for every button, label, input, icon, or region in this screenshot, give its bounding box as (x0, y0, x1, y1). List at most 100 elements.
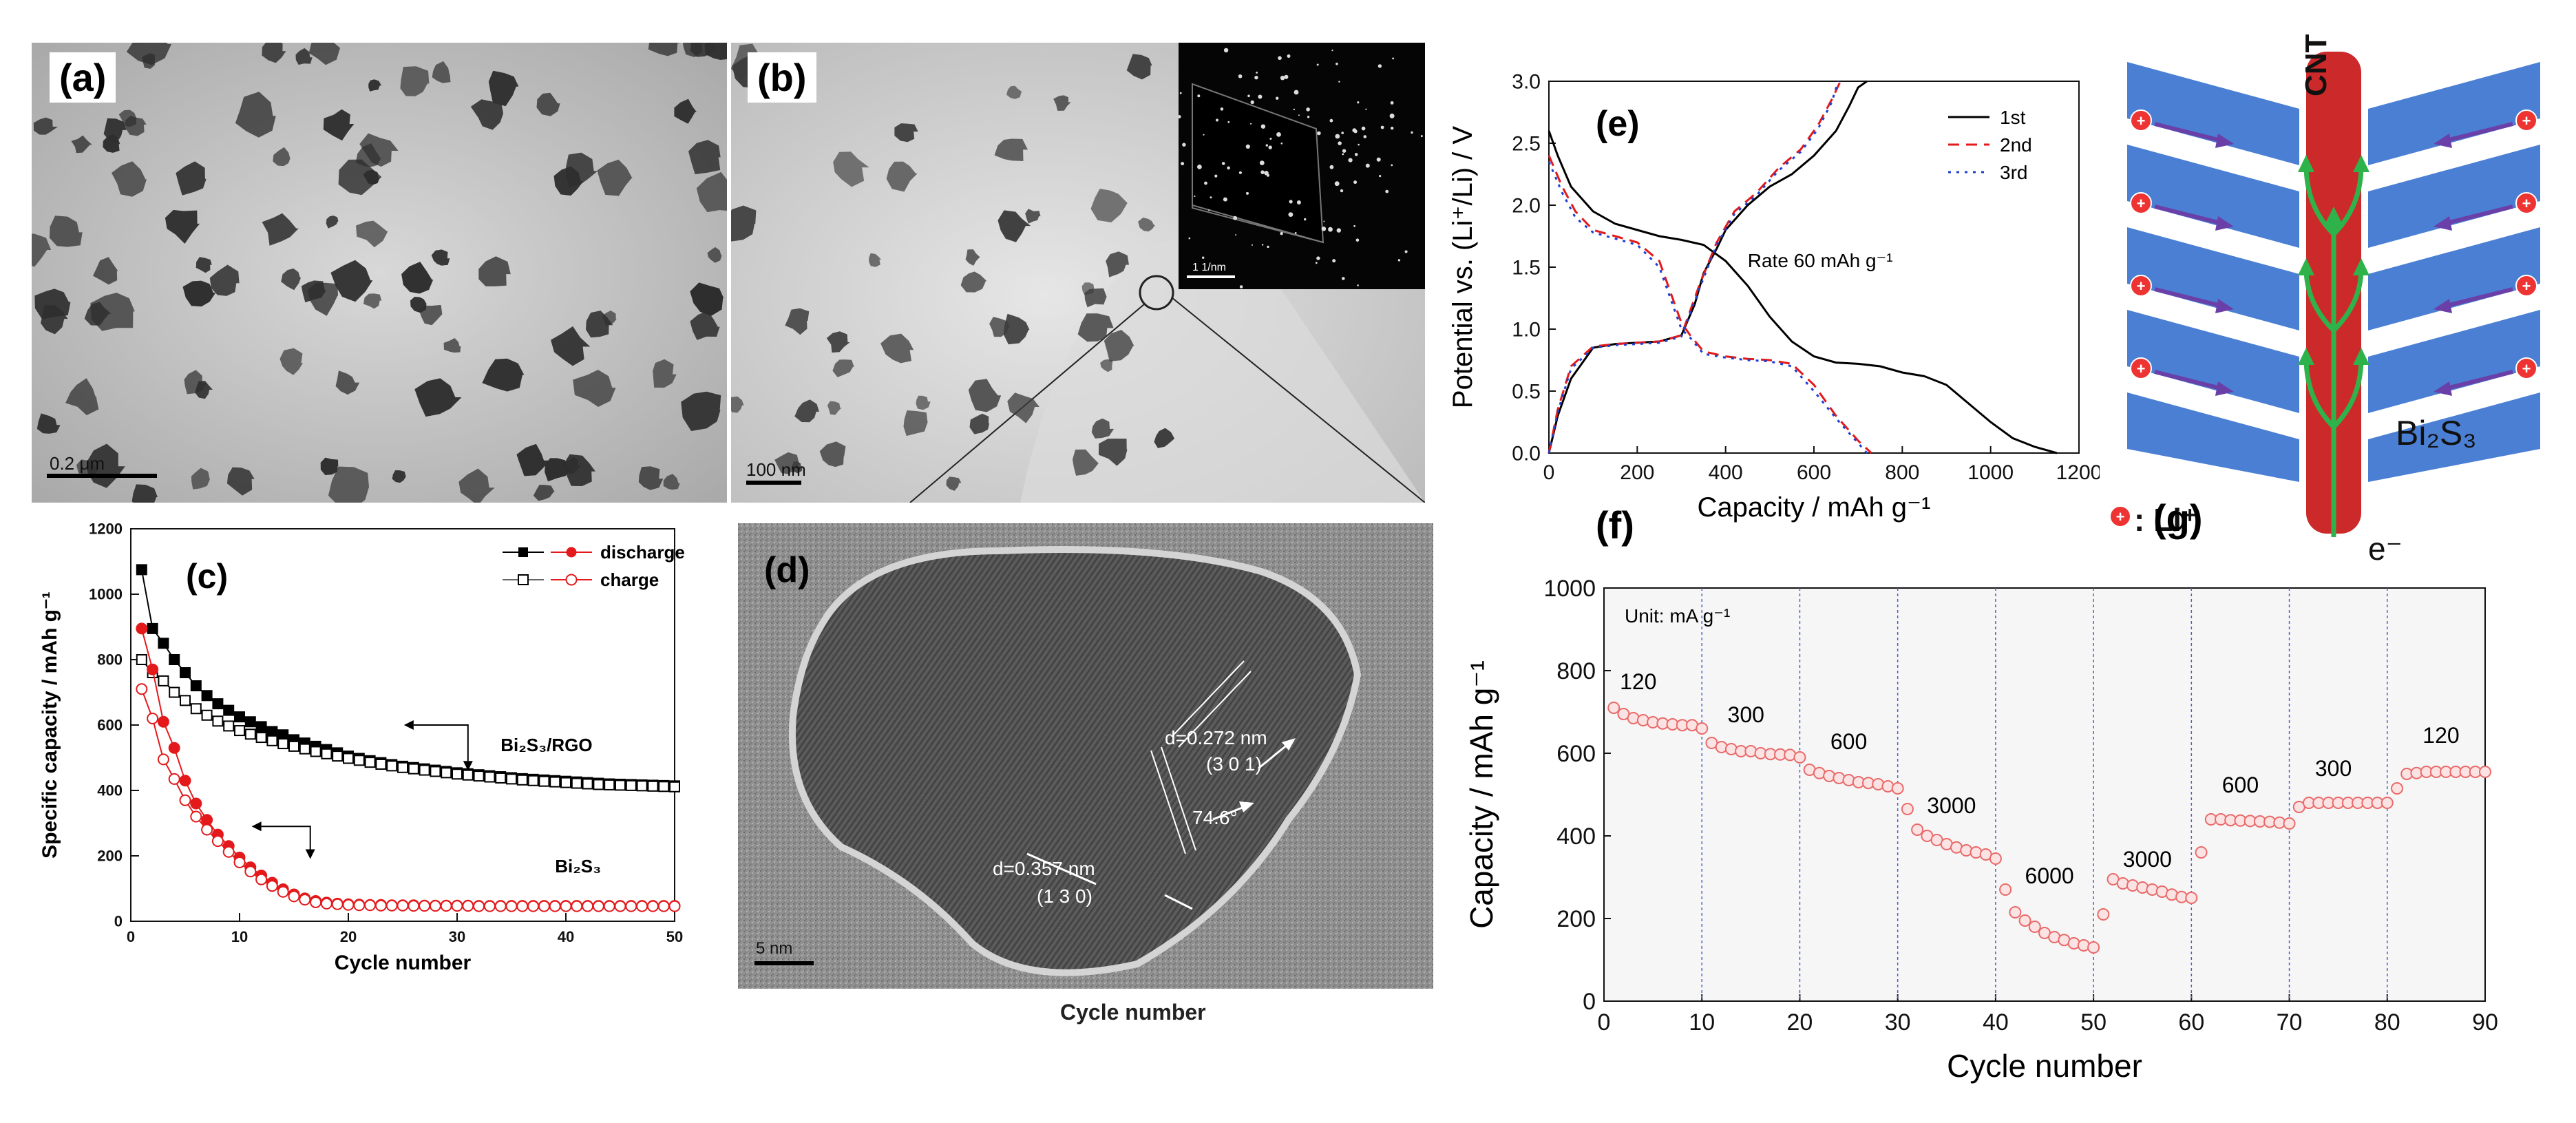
tem-particle (330, 260, 373, 302)
data-point (505, 900, 518, 912)
tem-particle (997, 210, 1031, 242)
diffraction-spot (1315, 262, 1318, 264)
y-tick-label: 0.0 (1512, 443, 1541, 465)
chart-f: 0 10 20 30 40 50 60 70 80 90 0 200 400 600 800 1000 Cycl… (1464, 576, 2498, 1084)
y-tick-label: 3.0 (1512, 71, 1541, 94)
diffraction-spot (1254, 76, 1258, 80)
data-point (147, 713, 159, 724)
diffraction-spot (1363, 135, 1367, 138)
diffraction-spot (1203, 134, 1205, 136)
diffraction-spot (1298, 114, 1300, 116)
x-tick-label: 10 (1689, 1009, 1715, 1036)
diffraction-spot (1220, 107, 1224, 111)
tem-particle (320, 457, 339, 475)
data-point (1696, 722, 1709, 735)
data-point (462, 900, 474, 912)
arrowhead (463, 761, 473, 771)
tem-particle (308, 43, 341, 65)
diffraction-spot (1239, 285, 1243, 288)
data-point (147, 622, 158, 634)
diffraction-spot (1332, 259, 1336, 263)
tem-particle (994, 138, 1028, 161)
tem-particle (112, 161, 147, 197)
tem-particle (126, 43, 171, 65)
diffraction-spot (1210, 196, 1212, 199)
tem-particle (648, 43, 679, 56)
data-point (386, 899, 398, 912)
series-3rd-discharge (1548, 161, 1868, 454)
rate-label: 600 (1830, 729, 1867, 754)
tem-particle (1025, 209, 1041, 224)
y-tick-label: 1.5 (1512, 257, 1541, 280)
data-point (2195, 846, 2208, 859)
rate-label: 120 (1620, 669, 1656, 694)
data-point (331, 898, 344, 910)
chart-c: 0 10 20 30 40 50 0 200 400 600 800 1000 1200 Cycle nu… (39, 521, 685, 974)
data-point (571, 777, 582, 789)
data-point (310, 896, 322, 908)
data-point (342, 899, 355, 911)
data-point (223, 720, 235, 732)
diffraction-spot (1316, 256, 1320, 260)
x-tick-label: 20 (1787, 1009, 1813, 1036)
li-ions (2109, 109, 2537, 527)
tem-particle (826, 331, 850, 353)
tem-particle (869, 253, 882, 267)
data-point (136, 683, 148, 695)
x-tick-label: 600 (1797, 461, 1831, 484)
data-point (310, 746, 321, 757)
diffraction-spot (1188, 237, 1191, 240)
tem-particle (176, 161, 207, 196)
panel-label-g: (g) (2153, 496, 2203, 540)
data-point (2067, 937, 2080, 949)
rate-annotation: Rate 60 mAh g⁻¹ (1748, 250, 1893, 271)
y-tick-label: 1000 (1543, 576, 1596, 602)
data-point (2185, 892, 2198, 904)
series-3rd-charge (1548, 81, 1839, 454)
diffraction-spot (1276, 96, 1279, 100)
tem-particle (819, 441, 846, 468)
data-point (288, 740, 299, 752)
series-2nd-charge (1548, 81, 1841, 454)
y-axis-label: Potential vs. (Li⁺/Li) / V (1448, 126, 1478, 408)
data-point (179, 775, 191, 787)
tem-particle (90, 293, 135, 331)
data-point (147, 663, 159, 675)
tem-particle (536, 92, 560, 116)
x-tick-label: 50 (2080, 1009, 2107, 1036)
panel-label-f: (f) (1596, 503, 1634, 547)
y-tick-label: 2.5 (1512, 133, 1541, 156)
tem-particle (196, 257, 212, 273)
data-point (571, 900, 583, 912)
diffraction-spot (1361, 126, 1366, 131)
diffraction-spot (1296, 200, 1301, 204)
data-point (169, 654, 180, 665)
data-point (408, 900, 420, 912)
data-point (255, 721, 267, 733)
y-tick-label: 600 (1556, 741, 1596, 767)
y-tick-label: 200 (1556, 906, 1596, 932)
tem-particle (602, 311, 617, 326)
data-point (2479, 766, 2491, 778)
svg-text:+: + (2522, 360, 2531, 377)
diffraction-spot (1391, 127, 1394, 130)
diffraction-spot (1317, 131, 1321, 136)
tem-particle (226, 467, 255, 496)
x-tick-label: 90 (2472, 1009, 2498, 1036)
diffraction-spot (1245, 144, 1250, 149)
svg-text:+: + (2137, 195, 2146, 212)
tem-particle (34, 288, 71, 319)
diffraction-spot (1258, 94, 1263, 99)
tem-particle (414, 378, 462, 417)
tem-a-particles (32, 43, 727, 503)
tem-particle (273, 147, 291, 167)
diffraction-spot (1233, 216, 1238, 220)
svg-text:+: + (2522, 112, 2531, 129)
rate-label: 3000 (1927, 793, 1976, 818)
schematic-g: + + + + + + + + + (2109, 52, 2540, 537)
data-point (244, 865, 257, 878)
rate-label: 120 (2422, 723, 2459, 748)
rate-label: 6000 (2025, 863, 2074, 888)
tem-particle (368, 79, 382, 92)
diffraction-spot (1280, 76, 1285, 81)
